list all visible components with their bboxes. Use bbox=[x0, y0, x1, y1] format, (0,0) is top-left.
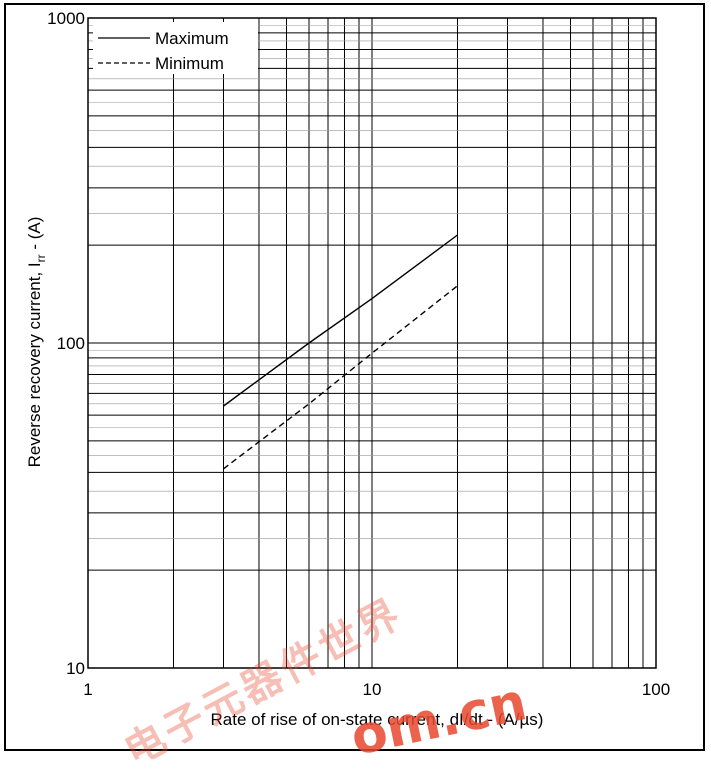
y-tick-label: 10 bbox=[66, 659, 85, 678]
x-tick-label: 1 bbox=[83, 680, 92, 699]
plot-area-border bbox=[87, 17, 657, 669]
x-axis-label: Rate of rise of on-state current, dI/dt … bbox=[211, 710, 544, 729]
x-tick-label: 100 bbox=[642, 680, 670, 699]
grid-lines bbox=[88, 18, 656, 668]
series-lines bbox=[223, 234, 458, 470]
reverse-recovery-chart: 1 10 100 10 100 1000 Maximum Minimum Rate of … bbox=[25, 9, 670, 729]
y-axis-label-tail: - (A) bbox=[25, 217, 44, 255]
tick-labels: 1 10 100 10 100 1000 bbox=[47, 9, 670, 699]
legend-label-minimum: Minimum bbox=[155, 54, 224, 73]
series-line-minimum bbox=[223, 285, 458, 470]
x-tick-label: 10 bbox=[363, 680, 382, 699]
y-axis-label-main: Reverse recovery current, I bbox=[25, 262, 44, 467]
legend: Maximum Minimum bbox=[93, 22, 258, 74]
chart-frame bbox=[4, 3, 705, 751]
series-line-maximum bbox=[223, 234, 458, 407]
y-tick-label: 1000 bbox=[47, 9, 85, 28]
y-tick-label: 100 bbox=[57, 334, 85, 353]
legend-label-maximum: Maximum bbox=[155, 29, 229, 48]
y-axis-label-subscript: rr bbox=[34, 254, 48, 262]
y-axis-label: Reverse recovery current, Irr - (A) bbox=[25, 217, 48, 468]
